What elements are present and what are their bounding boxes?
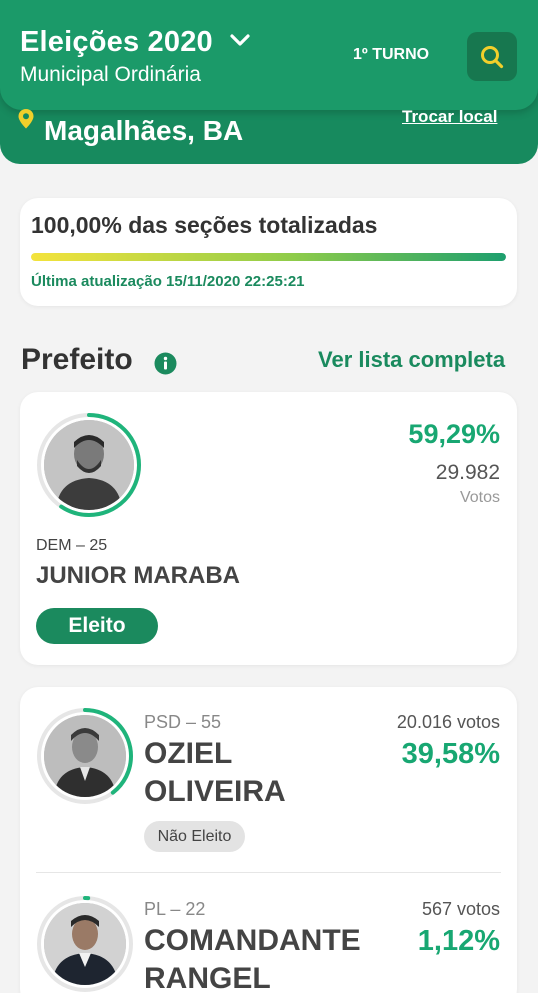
- vote-count: 20.016 votos: [396, 712, 500, 732]
- vote-count: 29.982: [435, 461, 500, 484]
- totalization-progress-bar: [31, 253, 506, 261]
- vote-percentage: 39,58%: [401, 738, 500, 770]
- candidate-name-line1: COMANDANTE: [144, 924, 361, 957]
- round-selector[interactable]: 1º TURNO: [353, 46, 430, 63]
- vote-unit-label: Votos: [459, 489, 500, 506]
- map-pin-icon: [18, 109, 34, 129]
- location-name: Magalhães, BA: [44, 115, 244, 146]
- info-icon[interactable]: [154, 352, 177, 375]
- elected-badge: Eleito: [36, 608, 158, 644]
- avatar: [44, 715, 126, 797]
- divider: [36, 872, 501, 873]
- vote-count: 567 votos: [421, 899, 500, 919]
- section-title: Prefeito: [21, 343, 133, 376]
- totalization-card: 100,00% das seções totalizadas Última at…: [20, 198, 517, 306]
- party-label: DEM – 25: [36, 537, 108, 554]
- party-label: PL – 22: [144, 899, 206, 919]
- see-full-list-link[interactable]: Ver lista completa: [318, 347, 506, 372]
- vote-percentage: 59,29%: [408, 419, 500, 449]
- totalization-progress-fill: [31, 253, 506, 261]
- chevron-down-icon[interactable]: [229, 33, 251, 49]
- election-title[interactable]: Eleições 2020: [20, 26, 213, 58]
- candidate-name-line1: OZIEL: [144, 737, 233, 770]
- avatar: [44, 420, 134, 510]
- election-subtitle: Municipal Ordinária: [20, 63, 201, 86]
- candidate-photo: [44, 903, 126, 985]
- party-label: PSD – 55: [144, 712, 222, 732]
- last-update-text: Última atualização 15/11/2020 22:25:21: [31, 273, 305, 290]
- candidate-photo: [44, 715, 126, 797]
- candidate-name-line2: RANGEL: [144, 962, 271, 993]
- candidate-photo: [44, 420, 134, 510]
- search-button[interactable]: [467, 32, 517, 81]
- candidate-name-line2: OLIVEIRA: [144, 775, 286, 808]
- avatar: [44, 903, 126, 985]
- not-elected-badge: Não Eleito: [144, 821, 245, 852]
- candidate-card-winner[interactable]: 59,29% 29.982 Votos DEM – 25 JUNIOR MARA…: [20, 392, 517, 665]
- top-app-bar: Eleições 2020 Municipal Ordinária 1º TUR…: [0, 0, 538, 110]
- candidate-list-card: PSD – 55 OZIEL OLIVEIRA 20.016 votos 39,…: [20, 687, 517, 993]
- totalization-title: 100,00% das seções totalizadas: [31, 212, 378, 238]
- candidate-name: JUNIOR MARABA: [36, 562, 240, 589]
- search-icon: [481, 45, 504, 68]
- change-location-link[interactable]: Trocar local: [402, 107, 498, 126]
- vote-percentage: 1,12%: [417, 925, 500, 957]
